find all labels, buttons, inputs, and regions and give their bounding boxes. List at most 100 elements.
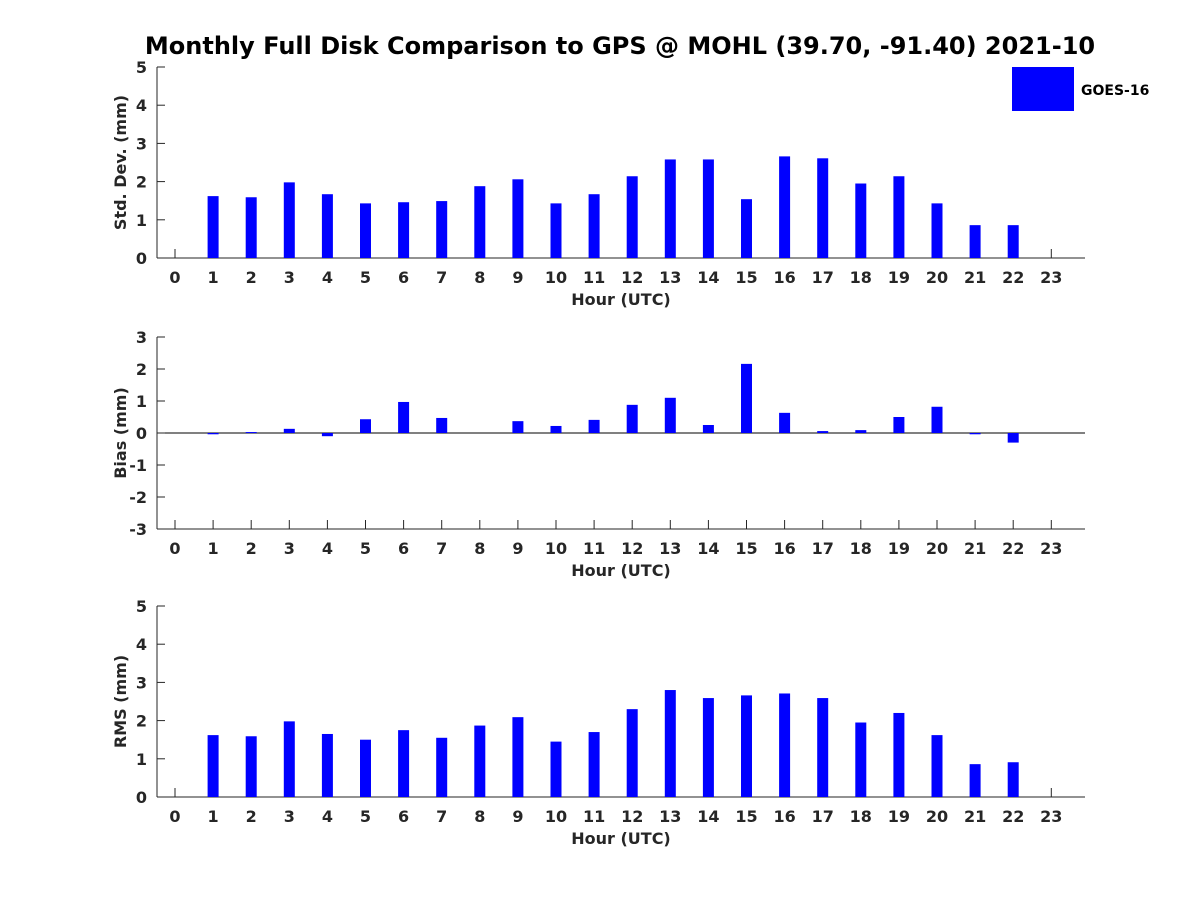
x-tick-label: 9	[512, 807, 523, 826]
x-tick-label: 11	[583, 268, 605, 287]
y-axis-label: Bias (mm)	[111, 387, 130, 479]
x-tick-label: 17	[812, 539, 834, 558]
x-tick-label: 15	[735, 539, 757, 558]
x-tick-label: 23	[1040, 268, 1062, 287]
y-tick-label: 5	[136, 597, 147, 616]
x-tick-label: 12	[621, 539, 643, 558]
x-tick-label: 17	[812, 268, 834, 287]
x-tick-label: 17	[812, 807, 834, 826]
x-tick-label: 13	[659, 268, 681, 287]
bar	[321, 733, 333, 797]
chart-title: Monthly Full Disk Comparison to GPS @ MO…	[145, 32, 1095, 60]
x-tick-label: 5	[360, 807, 371, 826]
x-tick-label: 18	[850, 539, 872, 558]
bar	[664, 159, 676, 258]
y-tick-label: 3	[136, 134, 147, 153]
x-tick-label: 6	[398, 268, 409, 287]
x-tick-label: 5	[360, 539, 371, 558]
bar	[626, 176, 638, 258]
bar	[969, 764, 981, 797]
x-tick-label: 19	[888, 807, 910, 826]
x-tick-label: 7	[436, 807, 447, 826]
bar	[779, 412, 791, 433]
bar	[741, 695, 752, 797]
y-tick-label: 1	[136, 211, 147, 230]
bar	[1007, 225, 1019, 258]
x-tick-label: 8	[474, 539, 485, 558]
x-tick-label: 12	[621, 807, 643, 826]
y-tick-label: 1	[136, 750, 147, 769]
x-tick-label: 21	[964, 539, 986, 558]
y-tick-label: 3	[136, 328, 147, 347]
x-tick-label: 15	[735, 807, 757, 826]
x-tick-label: 0	[169, 807, 180, 826]
x-tick-label: 19	[888, 539, 910, 558]
bar	[207, 196, 219, 258]
bar	[283, 182, 295, 258]
legend-label: GOES-16	[1081, 83, 1149, 99]
x-tick-label: 16	[773, 807, 795, 826]
x-tick-label: 22	[1002, 268, 1024, 287]
legend: GOES-16	[1012, 67, 1149, 111]
x-tick-label: 7	[436, 539, 447, 558]
x-tick-label: 9	[512, 268, 523, 287]
x-axis-label: Hour (UTC)	[571, 561, 671, 580]
y-tick-label: 4	[136, 96, 147, 115]
bar	[245, 197, 257, 258]
y-tick-label: 5	[136, 58, 147, 77]
x-tick-label: 6	[398, 539, 409, 558]
x-tick-label: 1	[208, 539, 219, 558]
bar	[550, 741, 562, 797]
x-tick-label: 8	[474, 268, 485, 287]
x-tick-label: 5	[360, 268, 371, 287]
bar	[779, 693, 791, 797]
x-tick-label: 3	[284, 807, 295, 826]
bar	[1007, 433, 1019, 443]
x-tick-label: 4	[322, 539, 333, 558]
bar	[664, 397, 676, 433]
y-tick-label: -2	[129, 488, 147, 507]
x-tick-label: 8	[474, 807, 485, 826]
x-tick-label: 14	[697, 539, 719, 558]
x-tick-label: 3	[284, 268, 295, 287]
x-tick-label: 0	[169, 268, 180, 287]
y-tick-label: 2	[136, 360, 147, 379]
y-tick-label: 3	[136, 673, 147, 692]
bar	[969, 433, 981, 435]
bar	[436, 201, 448, 258]
x-tick-label: 15	[735, 268, 757, 287]
x-tick-label: 23	[1040, 807, 1062, 826]
x-tick-label: 12	[621, 268, 643, 287]
y-tick-label: 2	[136, 712, 147, 731]
y-tick-label: 0	[136, 788, 147, 807]
x-tick-label: 22	[1002, 539, 1024, 558]
x-tick-label: 9	[512, 539, 523, 558]
bar	[245, 736, 257, 797]
bar	[512, 421, 524, 433]
bar	[398, 401, 410, 433]
bar	[436, 737, 448, 797]
bar	[931, 735, 943, 797]
x-tick-label: 6	[398, 807, 409, 826]
bar	[817, 698, 829, 797]
x-tick-label: 20	[926, 539, 948, 558]
bar	[588, 194, 600, 258]
x-tick-label: 18	[850, 268, 872, 287]
bar	[512, 179, 524, 258]
x-tick-label: 16	[773, 539, 795, 558]
bar	[474, 725, 486, 797]
x-tick-label: 11	[583, 539, 605, 558]
bar	[360, 203, 371, 258]
bar	[207, 735, 219, 797]
bar	[893, 712, 905, 797]
bar	[398, 202, 410, 258]
y-tick-label: -1	[129, 456, 147, 475]
y-tick-label: 0	[136, 249, 147, 268]
bar	[512, 717, 524, 797]
x-tick-label: 10	[545, 539, 567, 558]
x-tick-label: 1	[208, 268, 219, 287]
x-tick-label: 2	[246, 539, 257, 558]
bar	[550, 425, 562, 433]
